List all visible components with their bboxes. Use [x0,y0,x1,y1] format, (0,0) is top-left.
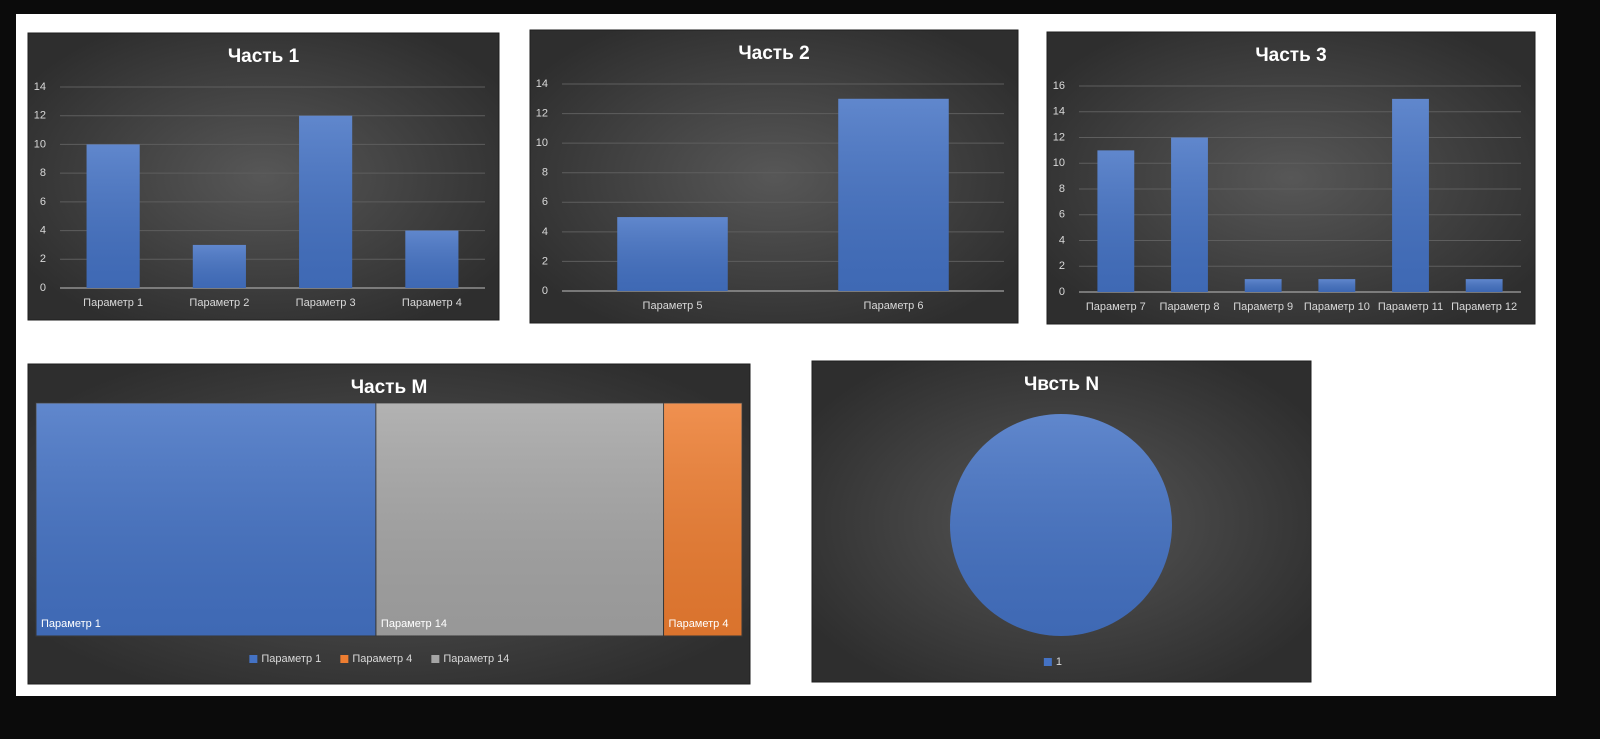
legend-label: 1 [1056,656,1062,668]
bar-shade [838,98,949,292]
x-tick-label: Параметр 2 [189,297,249,309]
bar-shade [192,244,246,288]
y-tick-label: 16 [1053,80,1065,92]
cell-label: Параметр 1 [41,618,101,630]
y-tick-label: 4 [40,224,46,236]
chart-title: Часть M [351,377,428,398]
bar-shade [1244,279,1282,292]
x-tick-label: Параметр 12 [1451,301,1517,313]
y-tick-label: 14 [1053,106,1065,118]
y-tick-label: 14 [536,78,548,90]
cell-label: Параметр 4 [669,618,729,630]
y-tick-label: 8 [40,167,46,179]
legend-swatch [249,655,258,663]
x-tick-label: Параметр 8 [1160,301,1220,313]
y-tick-label: 10 [536,137,548,149]
y-tick-label: 0 [542,285,548,297]
chart: Часть 2 0 2 4 6 8 10 12 14 Параметр 5 Параметр 6 [529,29,1019,324]
treemap-shade [36,403,376,636]
x-tick-label: Параметр 7 [1086,301,1146,313]
y-tick-label: 10 [34,138,46,150]
y-tick-label: 2 [542,255,548,267]
bar-shade [86,144,140,288]
x-tick-label: Параметр 4 [402,297,462,309]
treemap-shade [663,403,742,636]
y-tick-label: 12 [1053,131,1065,143]
bar-shade [1171,137,1208,292]
x-tick-label: Параметр 9 [1233,301,1293,313]
legend-label: Параметр 4 [352,653,412,665]
y-tick-label: 12 [34,110,46,122]
pie-shade [950,414,1172,636]
bar-shade [405,230,459,288]
y-tick-label: 6 [542,196,548,208]
y-tick-label: 0 [40,282,46,294]
y-tick-label: 14 [34,81,46,93]
x-tick-label: Параметр 11 [1378,301,1443,313]
bar-shade [617,217,728,291]
cell-label: Параметр 14 [381,618,447,630]
x-tick-label: Параметр 3 [296,297,356,309]
legend-swatch [431,655,440,663]
x-tick-label: Параметр 5 [643,300,703,312]
legend-label: Параметр 14 [443,653,509,665]
treemap-shade [375,403,664,636]
y-tick-label: 4 [542,226,548,238]
y-tick-label: 4 [1059,234,1065,246]
legend-swatch [340,655,349,663]
chart: Чвсть N 1 [811,360,1312,683]
bar-shade [1097,150,1135,292]
chart: Часть 3 0 2 4 6 8 10 12 14 16 Параметр 7 Параметр 8… [1046,31,1536,325]
y-tick-label: 10 [1053,157,1065,169]
chart-title: Часть 3 [1255,45,1326,66]
bar-shade [1465,279,1503,292]
bar-shade [1318,279,1356,292]
y-tick-label: 0 [1059,286,1065,298]
y-tick-label: 8 [542,167,548,179]
y-tick-label: 6 [1059,209,1065,221]
legend-swatch [1043,658,1052,666]
bar-shade [1392,98,1429,292]
chart: Часть M Параметр 1 Параметр 14 Параметр 4 Па… [27,363,751,685]
chart-title: Часть 1 [228,46,300,67]
x-tick-label: Параметр 6 [864,300,924,312]
y-tick-label: 12 [536,107,548,119]
x-tick-label: Параметр 1 [83,297,143,309]
y-tick-label: 2 [1059,260,1065,272]
chart: Часть 1 0 2 4 6 8 10 12 14 Параметр 1 Параметр 2 Па… [27,32,500,321]
x-tick-label: Параметр 10 [1304,301,1370,313]
chart-title: Чвсть N [1024,374,1099,395]
y-tick-label: 6 [40,196,46,208]
bar-shade [299,115,353,288]
y-tick-label: 2 [40,253,46,265]
legend-label: Параметр 1 [261,653,321,665]
y-tick-label: 8 [1059,183,1065,195]
chart-title: Часть 2 [738,43,809,64]
